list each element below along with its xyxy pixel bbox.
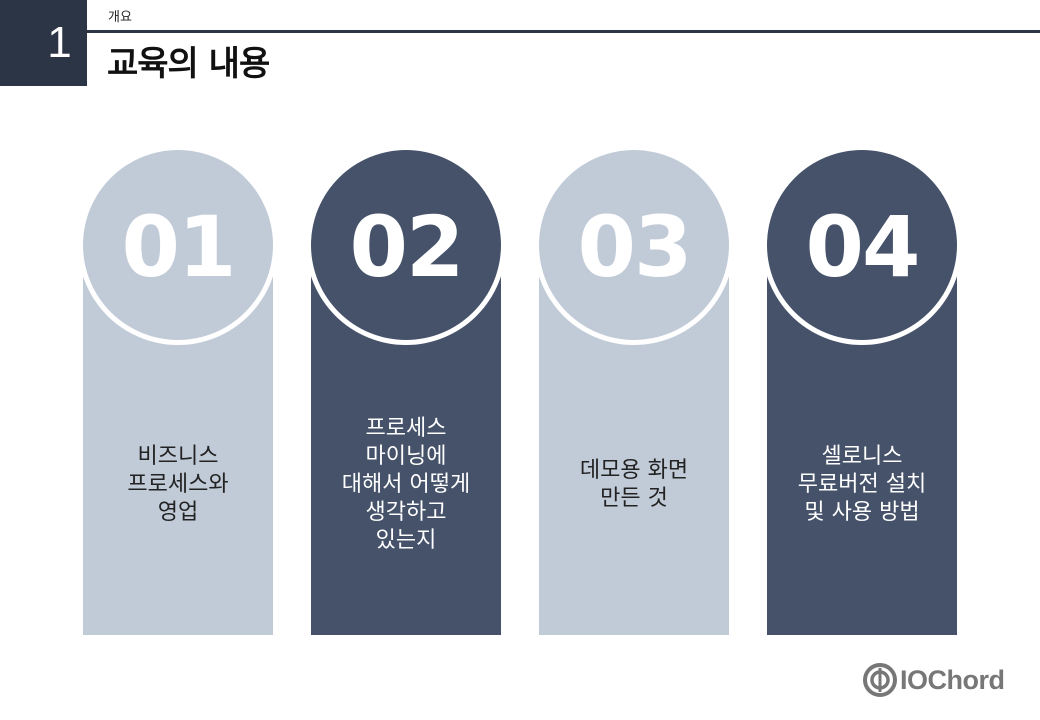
section-number: 1 (47, 18, 72, 67)
card-number-circle: 02 (311, 150, 501, 340)
card-description: 셀로니스 무료버전 설치 및 사용 방법 (797, 444, 927, 525)
iochord-logo-icon (863, 663, 897, 697)
card-03: 03 데모용 화면 만든 것 (534, 145, 734, 635)
card-01: 01 비즈니스 프로세스와 영업 (78, 145, 278, 635)
iochord-logo: IOChord (862, 660, 1005, 700)
card-number: 01 (121, 198, 237, 296)
card-description: 프로세스 마이닝에 대해서 어떻게 생각하고 있는지 (341, 416, 471, 553)
card-description: 데모용 화면 만든 것 (579, 458, 689, 511)
page-title: 교육의 내용 (107, 44, 270, 84)
card-description: 비즈니스 프로세스와 영업 (127, 444, 229, 525)
card-number: 02 (349, 198, 465, 296)
card-04: 04 셀로니스 무료버전 설치 및 사용 방법 (762, 145, 962, 635)
section-label: 개요 (108, 10, 132, 25)
card-number-circle: 03 (539, 150, 729, 340)
logo-text: IOChord (900, 664, 1005, 695)
card-number-circle: 01 (83, 150, 273, 340)
card-number: 04 (805, 198, 921, 296)
section-number-box: 1 (0, 0, 87, 86)
card-number-circle: 04 (767, 150, 957, 340)
card-number: 03 (577, 198, 693, 296)
header-rule (87, 30, 1040, 33)
card-02: 02 프로세스 마이닝에 대해서 어떻게 생각하고 있는지 (306, 145, 506, 635)
